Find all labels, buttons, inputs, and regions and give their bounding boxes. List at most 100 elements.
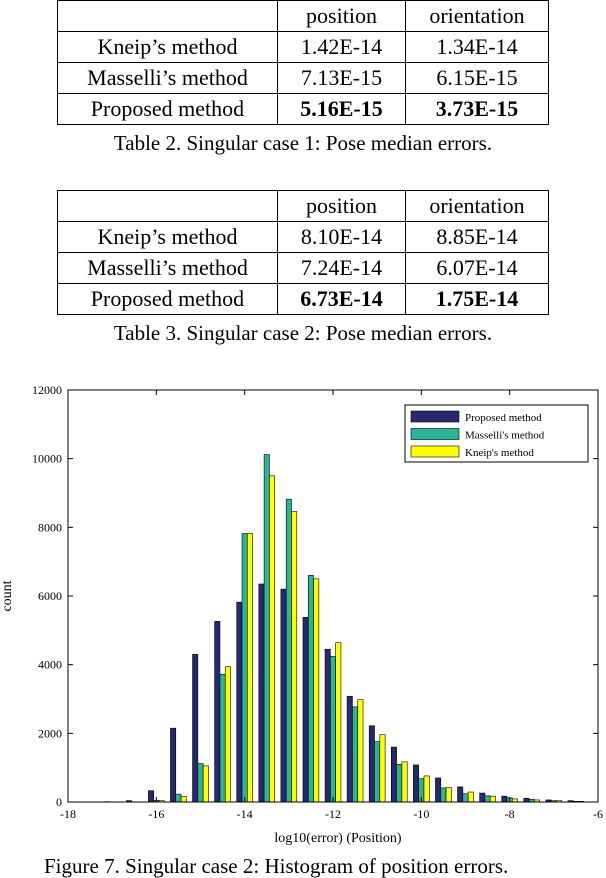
- legend-swatch: [411, 429, 459, 440]
- x-tick-label: -14: [237, 807, 253, 821]
- bar: [176, 794, 181, 802]
- table-cell: Masselli’s method: [58, 63, 278, 94]
- bar: [220, 674, 225, 802]
- table-cell: [58, 1, 278, 32]
- table-cell: 7.24E-14: [278, 253, 406, 284]
- x-tick-label: -10: [413, 807, 429, 821]
- y-tick-label: 10000: [32, 452, 62, 466]
- bar: [441, 788, 446, 802]
- bar: [325, 649, 330, 802]
- x-tick-label: -6: [593, 807, 603, 821]
- table-cell: Proposed method: [58, 284, 278, 315]
- table-header-row: position orientation: [58, 1, 549, 32]
- table-cell: Masselli’s method: [58, 253, 278, 284]
- table-cell: 5.16E-15: [278, 94, 406, 125]
- x-tick-label: -18: [60, 807, 76, 821]
- bar: [225, 667, 230, 802]
- bar: [303, 617, 308, 802]
- y-tick-label: 6000: [38, 589, 62, 603]
- bar: [181, 797, 186, 802]
- table-row: Kneip’s method 8.10E-14 8.85E-14: [58, 222, 549, 253]
- legend-entry: Masselli's method: [465, 430, 545, 442]
- bar: [480, 793, 485, 802]
- x-tick-label: -8: [505, 807, 515, 821]
- bar: [375, 742, 380, 802]
- bar: [358, 700, 363, 802]
- bar: [391, 747, 396, 802]
- bar: [237, 602, 242, 802]
- table-row: Masselli’s method 7.24E-14 6.07E-14: [58, 253, 549, 284]
- bar: [485, 796, 490, 802]
- y-tick-label: 2000: [38, 726, 62, 740]
- bar: [330, 656, 335, 802]
- bar: [369, 726, 374, 802]
- y-tick-label: 4000: [38, 658, 62, 672]
- table-cell: 6.73E-14: [278, 284, 406, 315]
- bar: [264, 455, 269, 802]
- bar: [463, 794, 468, 802]
- bar: [269, 476, 274, 802]
- table-cell: Kneip’s method: [58, 32, 278, 63]
- table-cell: 6.15E-15: [406, 63, 549, 94]
- bar: [336, 643, 341, 802]
- table-cell: 7.13E-15: [278, 63, 406, 94]
- y-tick-label: 8000: [38, 520, 62, 534]
- bar: [413, 765, 418, 802]
- legend-entry: Kneip's method: [465, 447, 534, 459]
- table-3: position orientation Kneip’s method 8.10…: [57, 190, 549, 315]
- table-row: Masselli’s method 7.13E-15 6.15E-15: [58, 63, 549, 94]
- bar: [281, 589, 286, 802]
- table-cell: orientation: [406, 191, 549, 222]
- y-axis-label: count: [0, 580, 15, 611]
- table-cell: 8.10E-14: [278, 222, 406, 253]
- table-cell: 8.85E-14: [406, 222, 549, 253]
- table-2-caption: Table 2. Singular case 1: Pose median er…: [0, 133, 606, 154]
- bar: [198, 764, 203, 802]
- table-cell: position: [278, 1, 406, 32]
- table-row: Proposed method 6.73E-14 1.75E-14: [58, 284, 549, 315]
- bar: [468, 792, 473, 802]
- bar: [247, 534, 252, 802]
- bar: [524, 798, 529, 802]
- table-cell: 1.42E-14: [278, 32, 406, 63]
- bar: [402, 762, 407, 802]
- bar: [490, 796, 495, 802]
- bar: [308, 575, 313, 802]
- bar: [424, 776, 429, 802]
- table-row: Proposed method 5.16E-15 3.73E-15: [58, 94, 549, 125]
- table-row: Kneip’s method 1.42E-14 1.34E-14: [58, 32, 549, 63]
- legend-swatch: [411, 411, 459, 422]
- bar: [203, 766, 208, 802]
- bar: [291, 512, 296, 802]
- bar: [259, 584, 264, 802]
- table-cell: [58, 191, 278, 222]
- bar: [215, 621, 220, 802]
- bar: [380, 735, 385, 802]
- table-2: position orientation Kneip’s method 1.42…: [57, 0, 549, 125]
- bar: [193, 654, 198, 802]
- bar: [242, 534, 247, 802]
- bar: [170, 728, 175, 802]
- legend: Proposed method Masselli's method Kneip's …: [405, 405, 588, 462]
- y-tick-label: 0: [56, 795, 62, 809]
- bar: [352, 707, 357, 802]
- bar: [286, 499, 291, 802]
- bar: [397, 764, 402, 802]
- bar: [435, 778, 440, 802]
- table-cell: orientation: [406, 1, 549, 32]
- bar: [458, 787, 463, 802]
- table-cell: 3.73E-15: [406, 94, 549, 125]
- x-tick-label: -16: [148, 807, 164, 821]
- table-cell: Kneip’s method: [58, 222, 278, 253]
- table-3-caption: Table 3. Singular case 2: Pose median er…: [0, 323, 606, 344]
- bar: [347, 696, 352, 802]
- table-cell: position: [278, 191, 406, 222]
- table-cell: Proposed method: [58, 94, 278, 125]
- table-header-row: position orientation: [58, 191, 549, 222]
- bar: [148, 791, 153, 802]
- legend-entry: Proposed method: [465, 412, 542, 424]
- histogram-chart: -18-16-14-12-10-8-6020004000600080001000…: [0, 380, 606, 852]
- table-cell: 1.34E-14: [406, 32, 549, 63]
- table-cell: 6.07E-14: [406, 253, 549, 284]
- bar: [502, 796, 507, 802]
